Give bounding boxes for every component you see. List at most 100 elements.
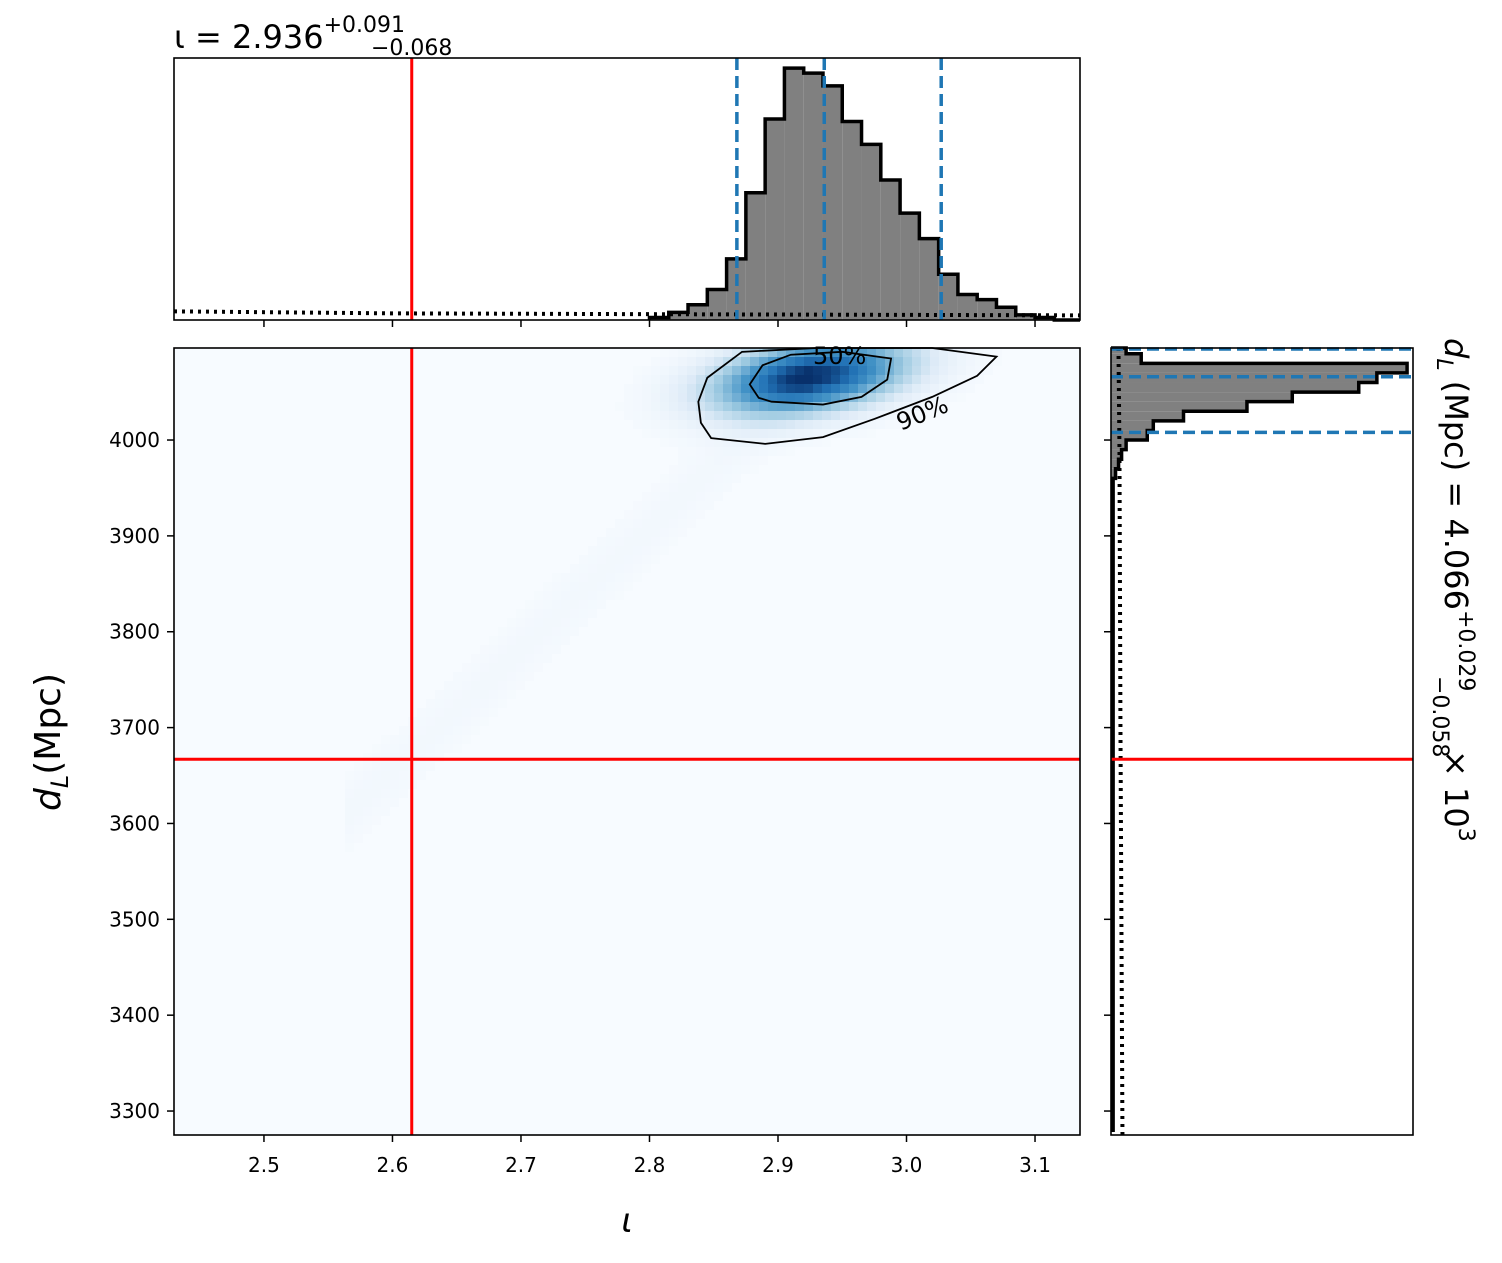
heat-cell	[912, 384, 921, 393]
heat-cell	[885, 411, 894, 420]
heat-cell	[813, 411, 822, 420]
heat-cell	[363, 789, 372, 798]
heat-cell	[597, 600, 606, 609]
heat-cell	[345, 798, 354, 807]
heat-cell	[741, 384, 750, 393]
heat-cell	[723, 447, 732, 456]
heat-cell	[543, 627, 552, 636]
heat-cell	[795, 402, 804, 411]
heat-cell	[660, 348, 669, 357]
heat-cell	[480, 708, 489, 717]
heat-cell	[723, 465, 732, 474]
heat-cell	[876, 348, 885, 357]
heat-cell	[894, 384, 903, 393]
heat-cell	[714, 384, 723, 393]
right-title-rest: (Mpc) = 4.066	[1437, 371, 1475, 610]
heat-cell	[894, 420, 903, 429]
heat-cell	[615, 564, 624, 573]
heat-cell	[768, 429, 777, 438]
heat-cell	[669, 357, 678, 366]
heat-cell	[813, 438, 822, 447]
heat-cell	[705, 366, 714, 375]
heat-cell	[624, 537, 633, 546]
heat-cell	[345, 834, 354, 843]
heat-cell	[552, 618, 561, 627]
heat-cell	[651, 429, 660, 438]
heat-cell	[588, 609, 597, 618]
heat-cell	[723, 357, 732, 366]
heat-cell	[588, 573, 597, 582]
heat-cell	[696, 501, 705, 510]
heat-cell	[471, 654, 480, 663]
heat-cell	[642, 420, 651, 429]
top-hist-bar	[726, 258, 746, 320]
heat-cell	[678, 447, 687, 456]
heat-cell	[390, 789, 399, 798]
heat-cell	[678, 528, 687, 537]
heat-cell	[660, 429, 669, 438]
heat-cell	[624, 411, 633, 420]
top-hist-bar	[938, 274, 958, 320]
heat-cell	[993, 357, 1002, 366]
heat-cell	[642, 384, 651, 393]
heat-cell	[471, 690, 480, 699]
x-axis-ticks: 2.5 2.6 2.7 2.8 2.9 3.0 3.1	[248, 1135, 1051, 1177]
heat-cell	[489, 690, 498, 699]
top-hist-bar	[803, 73, 823, 320]
heat-cell	[876, 366, 885, 375]
heat-cell	[732, 411, 741, 420]
heat-cell	[660, 438, 669, 447]
heat-cell	[786, 420, 795, 429]
heat-cell	[696, 420, 705, 429]
heat-cell	[831, 411, 840, 420]
heat-cell	[372, 753, 381, 762]
heat-cell	[705, 384, 714, 393]
heat-cell	[732, 420, 741, 429]
heat-cell	[390, 744, 399, 753]
heat-cell	[894, 393, 903, 402]
heat-cell	[597, 573, 606, 582]
heat-cell	[579, 573, 588, 582]
heat-cell	[705, 456, 714, 465]
right-histogram-panel: dL (Mpc) = 4.066+0.029 −0.058 × 103	[1104, 338, 1478, 1136]
heat-cell	[633, 375, 642, 384]
heat-cell	[543, 582, 552, 591]
top-histogram-panel: ι = 2.936+0.091 −0.068	[173, 13, 1081, 327]
y-axis-label: dL(Mpc)	[28, 673, 74, 811]
heat-cell	[759, 429, 768, 438]
heat-cell	[732, 402, 741, 411]
heat-cell	[831, 393, 840, 402]
heat-cell	[885, 348, 894, 357]
heat-cell	[948, 393, 957, 402]
heat-cell	[381, 762, 390, 771]
heat-cell	[894, 366, 903, 375]
heat-cell	[543, 618, 552, 627]
heat-cell	[651, 366, 660, 375]
heat-cell	[543, 645, 552, 654]
heat-cell	[462, 681, 471, 690]
heat-cell	[966, 366, 975, 375]
heat-cell	[975, 357, 984, 366]
heat-cell	[849, 429, 858, 438]
heat-cell	[615, 537, 624, 546]
heat-cell	[885, 402, 894, 411]
heat-cell	[678, 510, 687, 519]
heat-cell	[669, 420, 678, 429]
heat-cell	[813, 393, 822, 402]
heat-cell	[759, 411, 768, 420]
joint-true-value-lines	[174, 348, 1080, 1135]
heat-cell	[372, 789, 381, 798]
heat-cell	[705, 492, 714, 501]
x-axis-label: ι	[621, 1201, 633, 1241]
heat-cell	[345, 843, 354, 852]
heat-cell	[939, 348, 948, 357]
heat-cell	[660, 375, 669, 384]
heat-cell	[786, 384, 795, 393]
heat-cell	[516, 636, 525, 645]
heat-cell	[921, 393, 930, 402]
heat-cell	[372, 762, 381, 771]
heat-cell	[678, 357, 687, 366]
y-tick-label: 3900	[109, 524, 160, 548]
heat-cell	[885, 420, 894, 429]
heat-cell	[669, 375, 678, 384]
